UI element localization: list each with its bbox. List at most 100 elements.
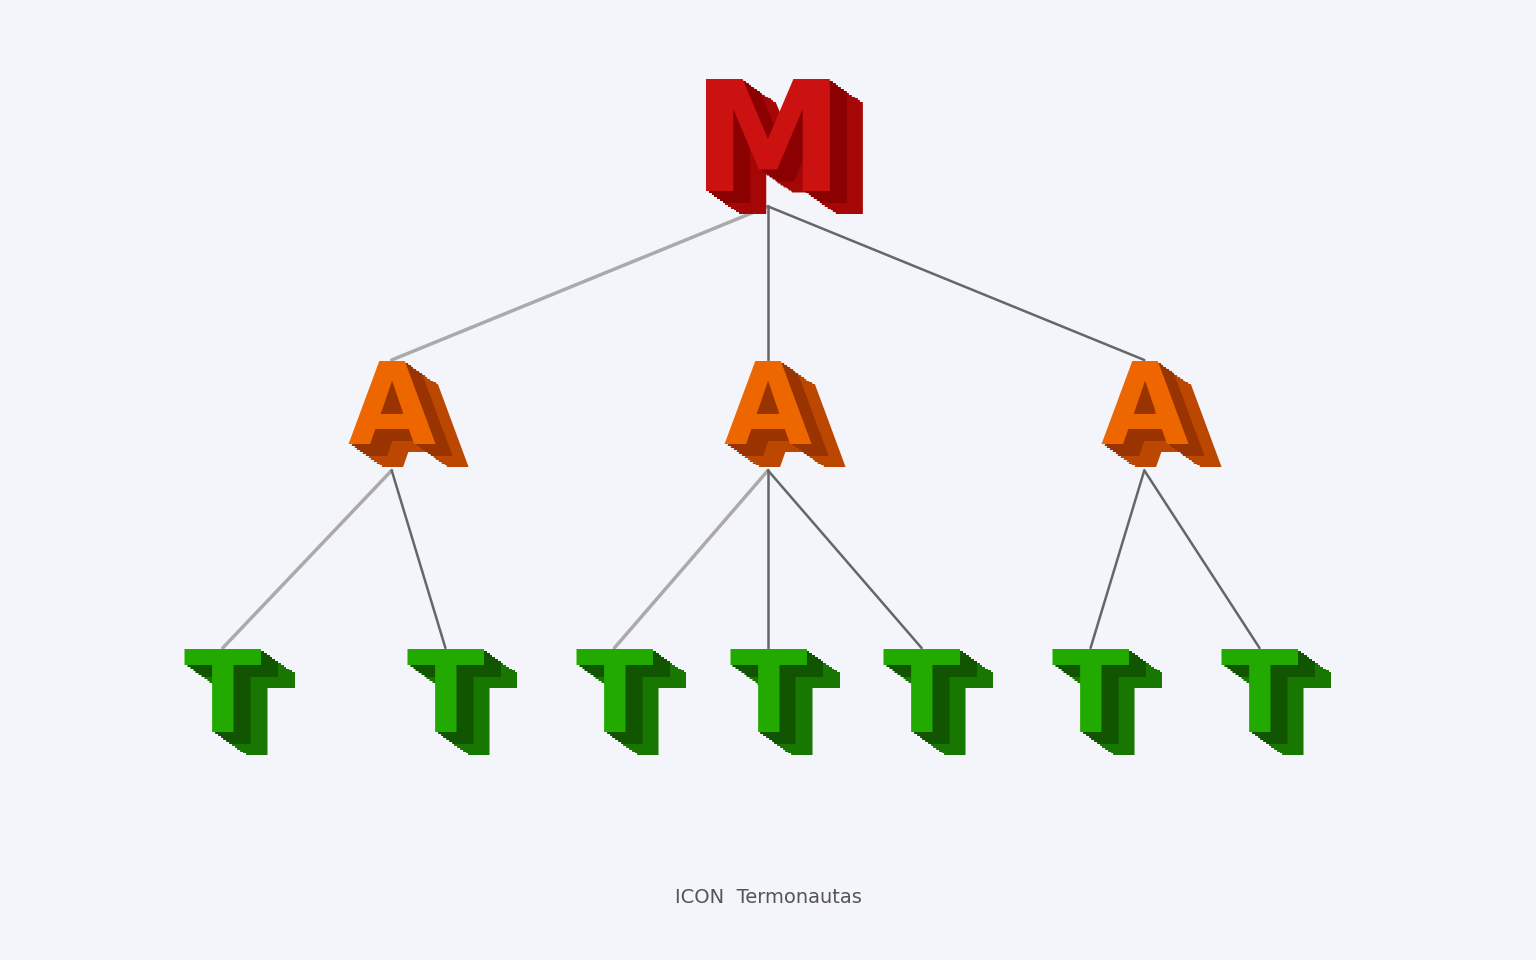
Text: A: A [743,371,831,482]
Text: A: A [375,376,464,488]
Text: T: T [189,649,267,760]
Text: T: T [757,664,834,776]
Text: T: T [1249,664,1326,776]
Text: T: T [407,645,484,756]
Text: T: T [206,660,284,772]
Text: A: A [381,380,468,492]
Text: A: A [754,378,842,490]
Text: A: A [727,359,814,470]
Text: T: T [911,664,988,776]
Text: A: A [353,361,441,472]
Text: T: T [1253,668,1332,780]
Text: A: A [733,363,820,474]
Text: A: A [757,380,845,492]
Text: T: T [590,655,667,766]
Text: A: A [1134,380,1221,492]
Text: T: T [746,657,823,768]
Text: T: T [762,668,840,780]
Text: T: T [734,649,813,760]
Text: A: A [746,372,834,484]
Text: M: M [703,82,856,231]
Text: A: A [1100,357,1189,468]
Text: T: T [1224,647,1301,758]
Text: A: A [1106,361,1193,472]
Text: A: A [723,357,813,468]
Text: T: T [1080,664,1157,776]
Text: T: T [184,645,261,756]
Text: T: T [1071,659,1149,770]
Text: T: T [198,655,275,766]
Text: A: A [350,359,438,470]
Text: T: T [1240,659,1318,770]
Text: T: T [587,653,664,764]
Text: T: T [900,657,977,768]
Text: T: T [760,666,837,778]
Text: A: A [750,374,837,486]
Text: M: M [722,95,874,245]
Text: T: T [594,659,673,770]
Text: T: T [897,655,974,766]
Text: T: T [439,668,518,780]
Text: M: M [697,78,849,228]
Text: T: T [410,647,487,758]
Text: T: T [1235,655,1312,766]
Text: A: A [367,371,455,482]
Text: T: T [751,660,829,772]
Text: T: T [429,660,507,772]
Text: T: T [209,662,286,774]
Text: T: T [604,664,680,776]
Text: T: T [593,657,670,768]
Text: M: M [694,76,846,226]
Text: A: A [740,369,828,480]
Text: T: T [1084,668,1163,780]
Text: T: T [215,666,292,778]
Text: T: T [581,649,659,760]
Text: T: T [1229,651,1307,762]
Text: T: T [908,662,985,774]
Text: T: T [730,645,806,756]
Text: T: T [1077,662,1154,774]
Text: M: M [711,87,863,237]
Text: T: T [607,666,684,778]
Text: T: T [1057,649,1135,760]
Text: T: T [1060,651,1138,762]
Text: T: T [576,645,653,756]
Text: A: A [347,357,436,468]
Text: T: T [743,655,820,766]
Text: M: M [700,80,852,229]
Text: A: A [356,363,444,474]
Text: T: T [740,653,817,764]
Text: T: T [598,660,676,772]
Text: T: T [883,645,960,756]
Text: T: T [1238,657,1315,768]
Text: A: A [361,367,450,478]
Text: M: M [708,85,860,235]
Text: T: T [203,659,281,770]
Text: T: T [1232,653,1309,764]
Text: T: T [435,664,511,776]
Text: A: A [1112,365,1200,476]
Text: A: A [359,365,447,476]
Text: A: A [1130,378,1218,490]
Text: A: A [364,369,452,480]
Text: T: T [432,662,508,774]
Text: T: T [579,647,656,758]
Text: A: A [1127,376,1217,488]
Text: T: T [195,653,272,764]
Text: T: T [412,649,490,760]
Text: T: T [1055,647,1132,758]
Text: A: A [1114,367,1203,478]
Text: A: A [1109,363,1197,474]
Text: T: T [1226,649,1304,760]
Text: T: T [418,653,495,764]
Text: A: A [751,376,840,488]
Text: A: A [730,361,817,472]
Text: T: T [438,666,515,778]
Text: T: T [1052,645,1129,756]
Text: T: T [902,659,980,770]
Text: T: T [192,651,270,762]
Text: T: T [894,653,971,764]
Text: T: T [584,651,662,762]
Text: T: T [601,662,677,774]
Text: T: T [1221,645,1298,756]
